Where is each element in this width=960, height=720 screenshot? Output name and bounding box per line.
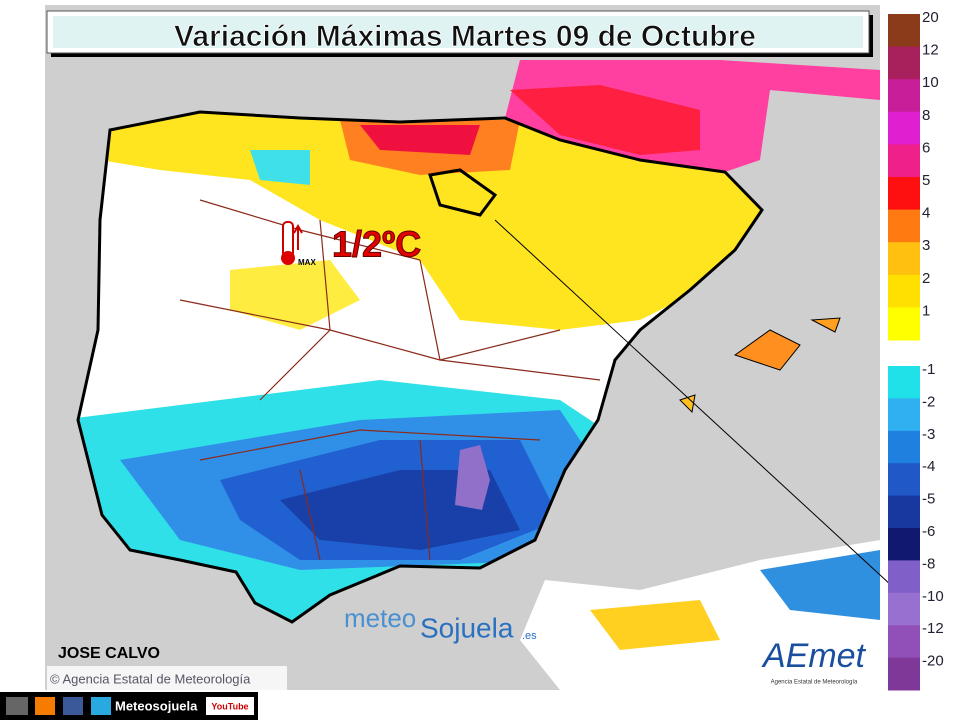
legend-swatch xyxy=(888,592,920,626)
africa-warm xyxy=(590,600,720,650)
legend-label: -20 xyxy=(922,653,944,670)
legend-label: 6 xyxy=(922,139,930,156)
credit: © Agencia Estatal de Meteorología xyxy=(50,671,251,686)
coastline xyxy=(76,110,764,624)
thermometer-bulb xyxy=(281,251,295,265)
legend-swatch xyxy=(888,79,920,113)
legend-swatch xyxy=(888,177,920,211)
legend-swatch xyxy=(888,495,920,529)
facebook-icon xyxy=(63,697,83,715)
logo-sojuela: Sojuela xyxy=(420,612,514,643)
legend-swatch xyxy=(888,625,920,659)
legend-label: 10 xyxy=(922,74,939,91)
legend-swatch xyxy=(888,14,920,48)
legend-label: -4 xyxy=(922,458,935,475)
icon-label: MAX xyxy=(298,258,316,267)
france-warm xyxy=(510,85,700,155)
legend-label: -3 xyxy=(922,426,935,443)
legend-swatch xyxy=(888,463,920,497)
cool-zone xyxy=(250,150,310,185)
legend-label: -6 xyxy=(922,523,935,540)
title-inner xyxy=(53,16,863,48)
legend-label: -2 xyxy=(922,393,935,410)
legend-swatch xyxy=(888,46,920,80)
author: JOSE CALVO xyxy=(58,645,160,662)
legend-swatch xyxy=(888,398,920,432)
legend-swatch xyxy=(888,274,920,308)
title: Variación Máximas Martes 09 de Octubre xyxy=(174,20,756,53)
la-rioja xyxy=(428,168,498,217)
legend-swatch xyxy=(888,307,920,341)
hot-zone xyxy=(360,125,480,155)
legend-swatch xyxy=(888,657,920,691)
blogger-icon xyxy=(35,697,55,715)
balearic xyxy=(810,317,841,333)
legend-label: 3 xyxy=(922,237,930,254)
instagram-icon xyxy=(6,697,28,715)
arrow-up xyxy=(293,223,303,250)
legend-swatch xyxy=(888,144,920,178)
legend-swatch xyxy=(888,560,920,594)
legend-swatch xyxy=(888,209,920,243)
logo-es: .es xyxy=(522,630,537,642)
legend-label: -5 xyxy=(922,491,935,508)
legend-label: 8 xyxy=(922,107,930,124)
africa-cool xyxy=(760,550,880,620)
legend-swatch xyxy=(888,528,920,561)
legend-swatch xyxy=(888,366,920,399)
legend-label: -8 xyxy=(922,555,935,572)
social-name: Meteosojuela xyxy=(115,698,198,713)
legend-label: -1 xyxy=(922,361,935,378)
youtube-label: YouTube xyxy=(211,701,248,711)
legend-label: -12 xyxy=(922,620,944,637)
legend-label: 2 xyxy=(922,270,930,287)
logo-meteo: meteo xyxy=(344,603,416,633)
pointer-line xyxy=(494,219,906,599)
legend: 20 12 10 8 6 5 4 3 2 1 -1 -2 -3 -4 -5 -6 -8 -10 -12 -20 xyxy=(888,9,944,691)
legend-swatch xyxy=(888,242,920,276)
legend-label: 5 xyxy=(922,172,930,189)
balearic xyxy=(733,329,801,371)
legend-swatch xyxy=(888,430,920,464)
youtube-icon xyxy=(206,697,254,715)
legend-label: 20 xyxy=(922,9,939,26)
aemet-logo: AEmet xyxy=(761,637,867,675)
legend-label: 12 xyxy=(922,42,939,59)
aemet-box xyxy=(750,628,878,688)
legend-label: 1 xyxy=(922,302,930,319)
aemet-sub: Agencia Estatal de Meteorología xyxy=(771,680,858,686)
annotation: 1/2ºC xyxy=(332,224,421,265)
legend-label: -10 xyxy=(922,588,944,605)
twitter-icon xyxy=(91,697,111,715)
warm-zone xyxy=(230,260,360,330)
legend-label: 4 xyxy=(922,205,930,222)
legend-swatch xyxy=(888,111,920,145)
credit-box xyxy=(47,666,287,690)
purple-zone xyxy=(455,445,490,510)
